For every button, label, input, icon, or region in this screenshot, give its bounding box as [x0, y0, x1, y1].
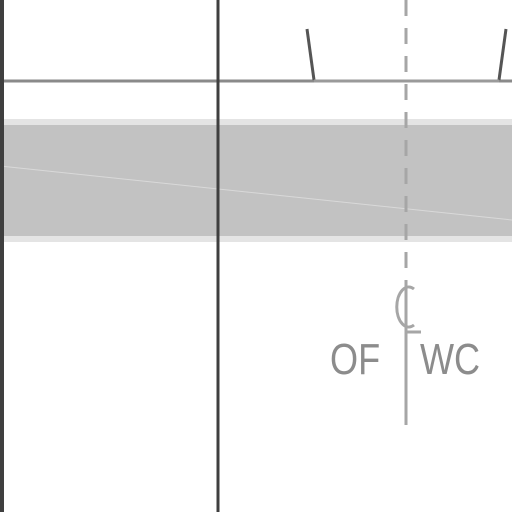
- centerline-symbol-c: [395, 285, 415, 329]
- band-diagonal-line: [0, 165, 512, 221]
- centerline-label-left: OF: [330, 335, 381, 384]
- fixture-right-edge: [497, 28, 508, 81]
- grey-band: [0, 125, 512, 236]
- fixture-left-edge: [305, 28, 316, 81]
- band-edge-top: [0, 119, 512, 125]
- centerline-label-right: WC: [420, 335, 481, 384]
- centerline-symbol-l: [404, 296, 421, 334]
- band-edge-bottom: [0, 236, 512, 242]
